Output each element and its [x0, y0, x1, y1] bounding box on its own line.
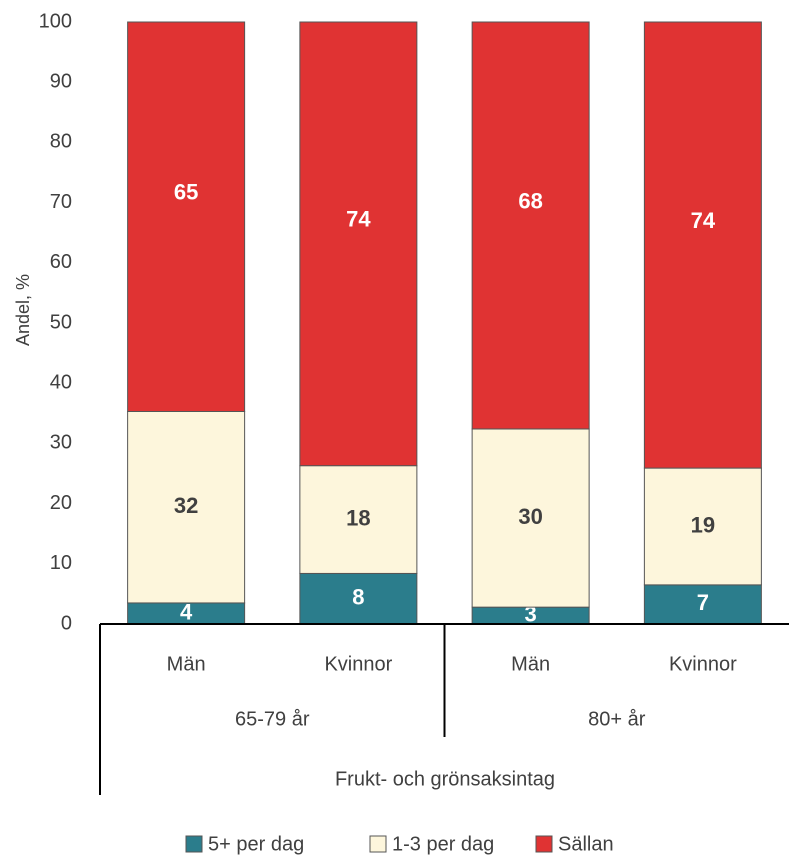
bar-segment	[127, 21, 246, 412]
bar-segment	[299, 572, 418, 625]
bar-segment	[643, 21, 762, 469]
data-label: 19	[691, 512, 715, 537]
y-tick-label: 0	[61, 612, 72, 634]
x-tick-label: Män	[167, 653, 206, 675]
bar-segment	[127, 410, 246, 604]
data-label: 74	[691, 208, 716, 233]
bar-segment	[643, 467, 762, 586]
y-tick-label: 30	[50, 432, 72, 454]
data-label: 30	[518, 504, 542, 529]
legend-swatch	[185, 835, 203, 853]
y-tick-label: 10	[50, 552, 72, 574]
data-label: 68	[518, 188, 542, 213]
group-label: 65-79 år	[235, 708, 310, 730]
y-tick-label: 80	[50, 131, 72, 153]
data-label: 4	[180, 599, 193, 624]
legend-swatch	[369, 835, 387, 853]
data-label: 7	[697, 590, 709, 615]
y-tick-label: 90	[50, 70, 72, 92]
data-label: 18	[346, 505, 370, 530]
y-tick-label: 40	[50, 371, 72, 393]
data-label: 8	[352, 585, 364, 610]
legend-label: 1-3 per dag	[392, 833, 494, 855]
legend-swatch	[535, 835, 553, 853]
data-label: 65	[174, 180, 198, 205]
y-tick-label: 20	[50, 492, 72, 514]
y-tick-label: 60	[50, 251, 72, 273]
x-tick-label: Män	[511, 653, 550, 675]
y-tick-label: 70	[50, 191, 72, 213]
bar-segment	[299, 465, 418, 574]
y-axis-label: Andel, %	[13, 274, 33, 346]
group-label: 80+ år	[588, 708, 646, 730]
data-label: 32	[174, 493, 198, 518]
x-tick-label: Kvinnor	[324, 653, 392, 675]
legend-label: Sällan	[558, 833, 614, 855]
x-axis-label: Frukt- och grönsaksintag	[335, 768, 555, 790]
data-label: 74	[346, 207, 371, 232]
x-tick-label: Kvinnor	[669, 653, 737, 675]
y-tick-label: 100	[39, 10, 72, 32]
y-tick-label: 50	[50, 311, 72, 333]
bar-segment	[299, 21, 418, 467]
legend-label: 5+ per dag	[208, 833, 304, 855]
bar-segment	[471, 21, 590, 430]
